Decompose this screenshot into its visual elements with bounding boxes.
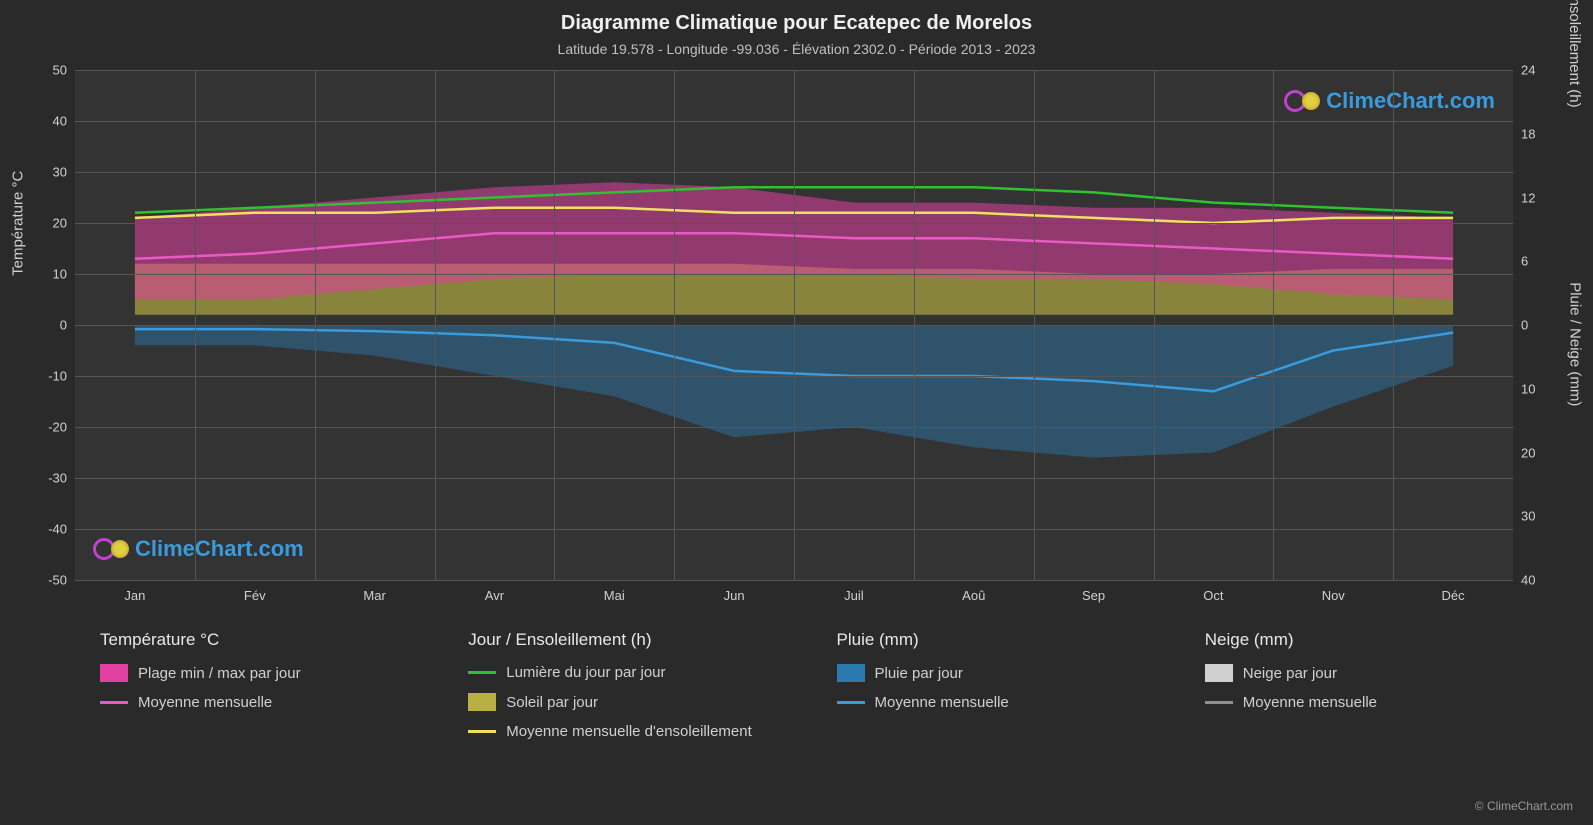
gridline-vertical [1393,70,1394,580]
legend-item: Soleil par jour [468,693,796,711]
legend-swatch [468,730,496,733]
climate-chart: Diagramme Climatique pour Ecatepec de Mo… [0,0,1593,825]
legend-label: Moyenne mensuelle d'ensoleillement [506,723,752,740]
y-axis-left-title: Température °C [10,171,27,276]
y-tick-right-top: 0 [1513,318,1528,333]
x-tick-month: Nov [1322,580,1345,603]
y-tick-left: -40 [48,522,75,537]
y-tick-left: 20 [53,216,75,231]
gridline-vertical [1154,70,1155,580]
x-tick-month: Fév [244,580,266,603]
gridline-vertical [554,70,555,580]
legend-label: Moyenne mensuelle [1243,694,1377,711]
legend-label: Pluie par jour [875,665,963,682]
legend-col-rain: Pluie (mm) Pluie par jour Moyenne mensuel… [837,630,1165,752]
gridline-horizontal [75,580,1513,581]
gridline-vertical [195,70,196,580]
y-tick-left: 50 [53,63,75,78]
x-tick-month: Juil [844,580,864,603]
copyright-text: © ClimeChart.com [1475,799,1573,813]
y-tick-right-bottom: 10 [1513,381,1535,396]
y-tick-right-top: 24 [1513,63,1535,78]
legend-label: Neige par jour [1243,665,1337,682]
legend-swatch [837,701,865,704]
legend-heading: Jour / Ensoleillement (h) [468,630,796,650]
legend-item: Moyenne mensuelle [837,694,1165,711]
legend-swatch [468,693,496,711]
y-tick-right-bottom: 20 [1513,445,1535,460]
gridline-vertical [315,70,316,580]
legend-label: Lumière du jour par jour [506,664,665,681]
y-tick-left: -30 [48,471,75,486]
chart-title: Diagramme Climatique pour Ecatepec de Mo… [0,0,1593,35]
legend-swatch [1205,664,1233,682]
gridline-vertical [794,70,795,580]
legend-heading: Pluie (mm) [837,630,1165,650]
legend-swatch [100,664,128,682]
legend-heading: Température °C [100,630,428,650]
legend-col-daylight: Jour / Ensoleillement (h) Lumière du jou… [468,630,796,752]
legend-item: Moyenne mensuelle [100,694,428,711]
watermark-text: ClimeChart.com [1326,88,1495,114]
watermark-logo-icon [1284,89,1320,113]
x-tick-month: Sep [1082,580,1105,603]
legend-label: Moyenne mensuelle [875,694,1009,711]
y-tick-left: -20 [48,420,75,435]
legend-swatch [468,671,496,674]
plot-area: ClimeChart.com ClimeChart.com 5040302010… [75,70,1513,580]
y-axis-right-bottom-title: Pluie / Neige (mm) [1567,282,1584,406]
y-tick-left: -10 [48,369,75,384]
y-tick-right-top: 6 [1513,254,1528,269]
gridline-vertical [435,70,436,580]
legend-item: Plage min / max par jour [100,664,428,682]
chart-subtitle: Latitude 19.578 - Longitude -99.036 - Él… [0,35,1593,57]
y-tick-right-bottom: 30 [1513,509,1535,524]
legend-item: Neige par jour [1205,664,1533,682]
gridline-vertical [674,70,675,580]
y-tick-left: 40 [53,114,75,129]
gridline-vertical [1034,70,1035,580]
y-tick-left: 10 [53,267,75,282]
x-tick-month: Jan [124,580,145,603]
legend-col-temperature: Température °C Plage min / max par jour M… [100,630,428,752]
legend-label: Moyenne mensuelle [138,694,272,711]
watermark-text: ClimeChart.com [135,536,304,562]
x-tick-month: Avr [485,580,504,603]
y-axis-right-top-title: Jour / Ensoleillement (h) [1567,0,1584,108]
y-tick-right-top: 18 [1513,126,1535,141]
y-tick-left: 0 [60,318,75,333]
legend-swatch [1205,701,1233,704]
legend-swatch [100,701,128,704]
legend-item: Moyenne mensuelle d'ensoleillement [468,723,796,740]
watermark-top: ClimeChart.com [1284,88,1495,114]
legend: Température °C Plage min / max par jour M… [100,630,1533,752]
legend-item: Moyenne mensuelle [1205,694,1533,711]
gridline-vertical [1273,70,1274,580]
legend-col-snow: Neige (mm) Neige par jour Moyenne mensuel… [1205,630,1533,752]
x-tick-month: Jun [724,580,745,603]
watermark-bottom: ClimeChart.com [93,536,304,562]
legend-heading: Neige (mm) [1205,630,1533,650]
y-tick-left: -50 [48,573,75,588]
y-tick-right-top: 12 [1513,190,1535,205]
legend-label: Plage min / max par jour [138,665,301,682]
legend-item: Pluie par jour [837,664,1165,682]
x-tick-month: Déc [1442,580,1465,603]
x-tick-month: Aoû [962,580,985,603]
gridline-vertical [914,70,915,580]
y-tick-right-bottom: 40 [1513,573,1535,588]
legend-swatch [837,664,865,682]
legend-label: Soleil par jour [506,694,598,711]
x-tick-month: Oct [1203,580,1223,603]
x-tick-month: Mai [604,580,625,603]
y-tick-left: 30 [53,165,75,180]
watermark-logo-icon [93,537,129,561]
x-tick-month: Mar [363,580,385,603]
legend-item: Lumière du jour par jour [468,664,796,681]
